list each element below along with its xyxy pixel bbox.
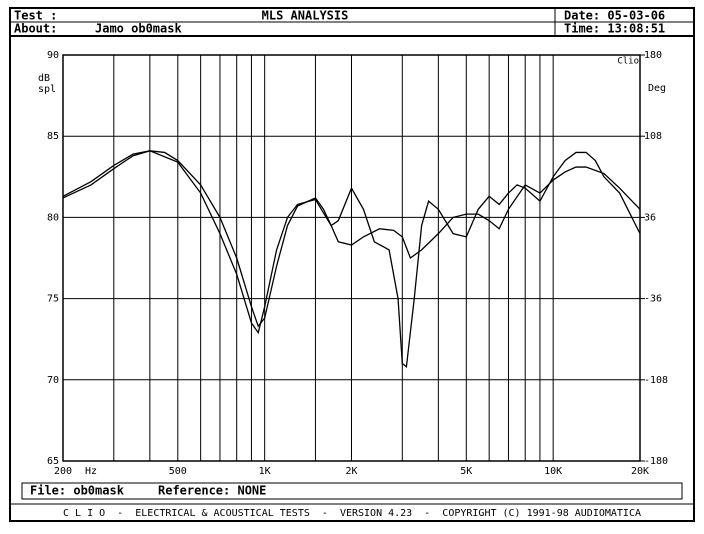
x-tick-label: 500	[169, 466, 187, 477]
x-tick-label: 200	[54, 466, 72, 477]
file-name: File: ob0mask	[30, 484, 125, 498]
analysis-title: MLS ANALYSIS	[262, 9, 349, 23]
y2-tick-label: 108	[644, 131, 662, 142]
test-label: Test :	[14, 9, 57, 23]
corner-label: Clio	[617, 57, 639, 67]
y2-axis-label: Deg	[648, 83, 666, 94]
file-box	[21, 482, 683, 500]
y-tick-label: 85	[47, 131, 59, 142]
time: Time: 13:08:51	[564, 22, 665, 36]
x-tick-label: 10K	[544, 466, 562, 477]
x-tick-label: 5K	[460, 466, 472, 477]
plot: 200 500 1K 2K 5K 10K 20K Hz 90 85 80 75 70 65 180 108 36…	[38, 50, 668, 477]
about-label: About:	[14, 22, 57, 36]
credits: C L I O - ELECTRICAL & ACOUSTICAL TESTS …	[63, 508, 641, 519]
x-tick-label: 20K	[631, 466, 649, 477]
x-tick-label: 2K	[345, 466, 357, 477]
x-tick-label: 1K	[259, 466, 271, 477]
response-curve	[62, 150, 641, 369]
about-text: Jamo ob0mask	[95, 22, 182, 36]
y-axis-label: spl	[38, 84, 56, 95]
y-axis-label: dB	[38, 73, 50, 84]
y2-tick-label: -36	[644, 294, 662, 305]
y2-tick-label: 180	[644, 50, 662, 61]
y-tick-label: 65	[47, 456, 59, 467]
y-tick-label: 75	[47, 294, 59, 305]
reference: Reference: NONE	[158, 484, 266, 498]
y-tick-label: 80	[47, 212, 59, 223]
y-tick-label: 70	[47, 375, 59, 386]
y2-tick-label: -108	[644, 375, 668, 386]
date: Date: 05-03-06	[564, 9, 665, 23]
y2-tick-label: -180	[644, 456, 668, 467]
y2-tick-label: 36	[644, 212, 656, 223]
response-curve	[62, 150, 641, 335]
x-unit: Hz	[85, 466, 97, 477]
y-tick-label: 90	[47, 50, 59, 61]
